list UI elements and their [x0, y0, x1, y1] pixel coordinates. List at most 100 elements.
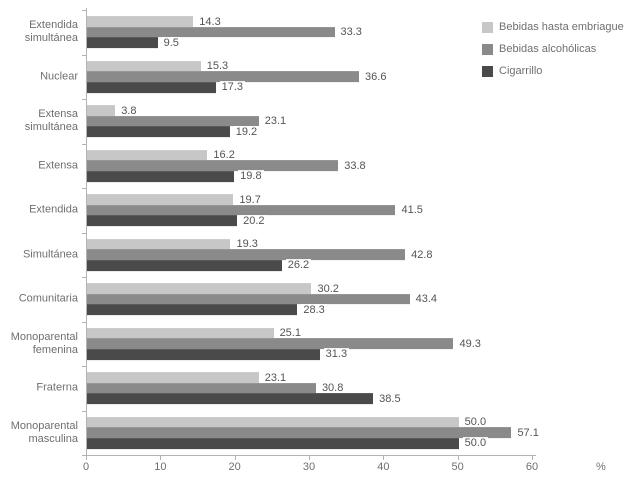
- y-axis-tick: [82, 232, 86, 234]
- bar: [87, 171, 235, 182]
- bar-line: 19.7: [87, 193, 533, 206]
- bar-group: Monoparental masculina 50.0 57.1 50.0: [0, 411, 624, 456]
- x-tick-mark: [234, 456, 236, 460]
- bar-line: 57.1: [87, 426, 541, 439]
- value-label: 50.0: [462, 416, 489, 429]
- legend-swatch: [482, 21, 493, 33]
- bar-group: Fraterna 23.1 30.8 38.5: [0, 366, 624, 411]
- bar: [87, 372, 259, 383]
- x-tick-mark: [457, 456, 459, 460]
- legend-item: Bebidas alcohólicas: [482, 43, 624, 55]
- bar: [87, 238, 231, 250]
- plot-area: Extendida simultánea 14.3 33.3 9.5 Nuclear 15…: [0, 10, 624, 455]
- value-label: 14.3: [197, 15, 223, 28]
- x-tick-label: 0: [82, 461, 90, 473]
- bar-group: Extensa 16.2 33.8 19.8: [0, 144, 624, 189]
- bar-stack: 23.1 30.8 38.5: [87, 371, 533, 405]
- bar: [87, 249, 406, 261]
- bar-line: 33.8: [87, 159, 533, 172]
- category-label: Monoparental masculina: [10, 419, 78, 445]
- bar-stack: 19.3 42.8 26.2: [87, 238, 533, 272]
- legend-item: Cigarrillo: [482, 65, 624, 77]
- bar-line: 25.1: [87, 327, 533, 340]
- value-label: 41.5: [399, 204, 425, 217]
- bar-stack: 19.7 41.5 20.2: [87, 193, 533, 227]
- bar: [87, 438, 459, 449]
- value-label: 36.6: [363, 70, 389, 83]
- y-axis-tick: [82, 455, 86, 456]
- x-tick-label: 50: [451, 461, 464, 473]
- bar: [87, 194, 234, 205]
- x-tick-mark: [160, 456, 162, 460]
- value-label: 16.2: [211, 149, 237, 162]
- bar: [87, 382, 316, 394]
- bar-stack: 15.3 36.6 17.3: [87, 60, 533, 94]
- category-label: Extendida: [29, 203, 78, 216]
- value-label: 43.4: [413, 293, 440, 306]
- bar-line: 36.6: [87, 70, 533, 83]
- bar: [87, 304, 298, 316]
- bar-line: 30.8: [87, 382, 533, 395]
- bar: [87, 115, 259, 127]
- bar: [87, 160, 339, 172]
- bar: [87, 416, 459, 428]
- bar-line: 20.2: [87, 214, 533, 227]
- bar-group: Extensa simultánea 3.8 23.1 19.2: [0, 99, 624, 144]
- x-tick-label: 10: [154, 461, 167, 473]
- value-label: 20.2: [241, 214, 267, 227]
- legend-label: Bebidas hasta embriaguez: [499, 21, 624, 33]
- value-label: 31.3: [323, 348, 350, 361]
- bar: [87, 349, 320, 360]
- bar-line: 31.3: [87, 348, 533, 361]
- bar-line: 38.5: [87, 392, 533, 405]
- bar-stack: 50.0 57.1 50.0: [87, 416, 541, 450]
- value-label: 26.2: [285, 259, 312, 272]
- y-axis-tick: [82, 366, 86, 367]
- value-label: 25.1: [277, 327, 303, 340]
- bar-line: 43.4: [87, 293, 533, 306]
- bar: [87, 427, 512, 439]
- y-axis-tick: [82, 410, 86, 412]
- category-label: Comunitaria: [18, 292, 78, 305]
- bar: [87, 126, 230, 138]
- bar-line: 49.3: [87, 337, 533, 350]
- bar-line: 19.2: [87, 125, 533, 138]
- category-label: Extendida simultánea: [24, 19, 78, 45]
- bar-stack: 25.1 49.3 31.3: [87, 327, 533, 361]
- value-label: 50.0: [462, 437, 489, 450]
- bar-group: Monoparental femenina 25.1 49.3 31.3: [0, 322, 624, 367]
- bar-line: 19.8: [87, 170, 533, 183]
- bar: [87, 283, 312, 294]
- bar: [87, 149, 208, 161]
- bar-line: 41.5: [87, 204, 533, 217]
- value-label: 15.3: [204, 60, 231, 73]
- bar-line: 26.2: [87, 259, 533, 272]
- bar: [87, 16, 194, 27]
- category-label: Extensa: [38, 159, 78, 172]
- category-label: Monoparental femenina: [10, 330, 78, 356]
- bar: [87, 60, 201, 72]
- value-label: 23.1: [262, 371, 289, 384]
- bar: [87, 327, 274, 339]
- bar: [87, 71, 360, 83]
- bar: [87, 393, 374, 405]
- bar-line: 17.3: [87, 81, 533, 94]
- category-label: Simultánea: [22, 248, 78, 261]
- x-tick-mark: [86, 456, 87, 460]
- value-label: 19.3: [234, 238, 260, 251]
- legend-label: Cigarrillo: [499, 65, 543, 77]
- bar-line: 9.5: [87, 36, 533, 49]
- bar-line: 23.1: [87, 371, 533, 384]
- legend-swatch: [482, 65, 493, 77]
- bar: [87, 105, 116, 116]
- bar: [87, 82, 216, 93]
- y-axis-tick: [82, 277, 86, 278]
- bar: [87, 37, 158, 49]
- legend-item: Bebidas hasta embriaguez: [482, 21, 624, 33]
- value-label: 9.5: [161, 36, 181, 49]
- x-axis-unit-label: %: [596, 461, 606, 473]
- bar-line: 16.2: [87, 149, 533, 162]
- y-axis-tick: [82, 321, 86, 323]
- x-tick-mark: [383, 456, 385, 460]
- bar-line: 50.0: [87, 416, 533, 429]
